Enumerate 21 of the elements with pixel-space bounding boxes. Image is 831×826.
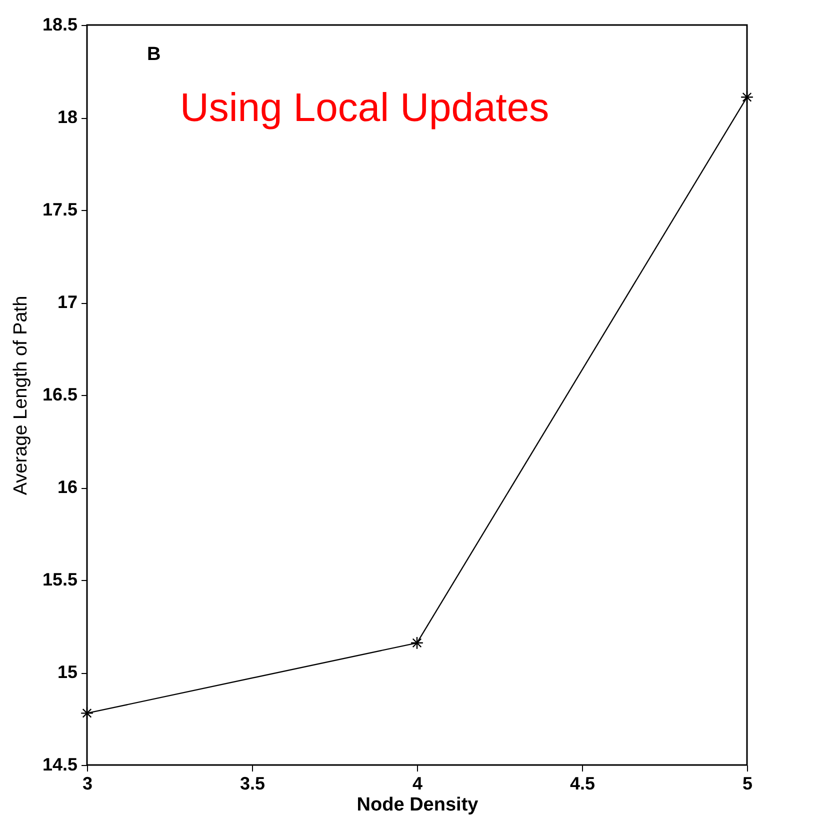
y-tick-label: 14.5	[42, 754, 78, 774]
annotation: B	[147, 44, 161, 65]
y-tick-label: 15	[57, 662, 78, 682]
annotation: Using Local Updates	[180, 86, 550, 130]
point	[410, 636, 424, 650]
x-tick-label: 3.5	[240, 774, 266, 794]
x-tick-label: 4	[412, 774, 423, 794]
y-tick-label: 16.5	[42, 384, 78, 404]
y-tick-label: 17	[57, 292, 78, 312]
y-tick-label: 18	[57, 107, 78, 127]
y-axis-title: Average Length of Path	[10, 296, 32, 496]
x-tick-label: 4.5	[570, 774, 596, 794]
x-tick-label: 5	[742, 774, 753, 794]
x-axis-title: Node Density	[356, 794, 479, 816]
y-tick-label: 17.5	[42, 200, 78, 220]
y-tick-label: 18.5	[42, 14, 78, 34]
y-tick-label: 16	[57, 477, 78, 497]
point	[740, 90, 754, 104]
point	[80, 706, 94, 720]
y-tick-label: 15.5	[42, 570, 78, 590]
x-tick-label: 3	[82, 774, 93, 794]
